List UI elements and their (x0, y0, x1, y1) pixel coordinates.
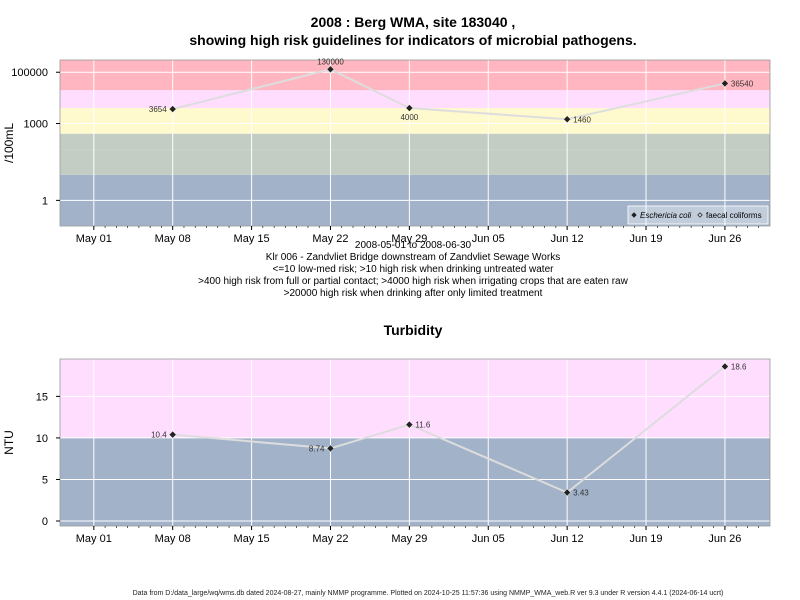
chart2-frame (59, 358, 771, 527)
chart2-data-label-3: 3.43 (573, 489, 589, 498)
chart2-x-axis: May 01 May 08 May 15 May 22 May 29 Jun 05 Jun … (76, 526, 760, 545)
chart1-ytick-label-0: 1 (42, 195, 48, 207)
chart1-legend: Eschericia coli faecal coliforms (627, 205, 769, 225)
chart2-point-2 (405, 420, 414, 429)
chart1-point-2 (405, 104, 414, 112)
caption-line-2: Klr 006 - Zandvliet Bridge downstream of… (266, 252, 560, 263)
chart1-data-label-2: 4000 (400, 113, 418, 122)
chart1-point-1 (326, 65, 335, 74)
chart2-ylabel: NTU (2, 430, 16, 455)
chart1-title-line1: 2008 : Berg WMA, site 183040 , (311, 14, 516, 30)
chart2-data-label-2: 11.6 (415, 421, 431, 430)
turbidity-chart: 0 5 10 15 May 01 May 08 May 15 May 22 May 29 Jun … (2, 358, 771, 545)
footer-note: Data from D:/data_large/wq/wms.db dated … (133, 590, 724, 597)
chart2-xtick-label-2: May 15 (234, 533, 270, 545)
caption-line-4: >400 high risk from full or partial cont… (198, 276, 628, 287)
chart1-point-4 (721, 79, 729, 88)
chart2-xtick-label-5: Jun 05 (472, 533, 505, 545)
chart1-band-4 (60, 90, 770, 109)
chart2-xtick-label-1: May 08 (155, 533, 191, 545)
chart1-xtick-label-6: Jun 12 (551, 233, 584, 245)
chart2-point-0 (168, 430, 177, 439)
chart1-data-label-4: 36540 (731, 79, 754, 88)
chart1-bands (60, 60, 770, 226)
chart1-legend-label-0: Eschericia coli (640, 211, 691, 220)
microbial-chart: 1 1000 100000 May 01 May 08 May 15 May 22 May 2… (2, 57, 771, 245)
chart1-xtick-label-1: May 08 (155, 233, 191, 245)
chart1-point-3 (563, 115, 571, 124)
chart2-bands (60, 359, 770, 526)
chart1-legend-label-1: faecal coliforms (706, 211, 762, 220)
chart1-ytick-label-2: 100000 (11, 67, 48, 79)
chart2-point-4 (721, 362, 729, 371)
chart2-ytick-label-0: 0 (42, 516, 48, 528)
chart1-band-3 (60, 108, 770, 134)
chart1-caption: 2008-05-01 to 2008-06-30 Klr 006 - Zandv… (198, 240, 628, 299)
chart1-ytick-label-1: 1000 (24, 118, 48, 130)
chart2-grid (60, 359, 770, 526)
chart2-y-axis: 0 5 10 15 (36, 391, 60, 528)
chart2-xtick-label-3: May 22 (312, 533, 348, 545)
chart1-legend-marker-1 (697, 212, 703, 218)
chart1-band-5 (60, 60, 770, 91)
chart2-series-0: 10.4 8.74 11.6 3.43 18.6 (151, 362, 747, 497)
chart1-data-label-1: 130000 (317, 57, 344, 66)
chart2-xtick-label-4: May 29 (391, 533, 427, 545)
chart1-title-line2: showing high risk guidelines for indicat… (189, 32, 636, 48)
chart1-ylabel: /100mL (2, 123, 16, 163)
chart1-x-axis: May 01 May 08 May 15 May 22 May 29 Jun 05 Jun … (76, 226, 760, 245)
chart2-ytick-label-2: 10 (36, 433, 48, 445)
chart1-y-axis: 1 1000 100000 (11, 67, 60, 207)
chart2-point-3 (563, 488, 571, 497)
chart1-xtick-label-5: Jun 05 (472, 233, 505, 245)
chart1-xtick-label-0: May 01 (76, 233, 112, 245)
chart1-title: 2008 : Berg WMA, site 183040 , showing h… (189, 14, 636, 48)
chart1-series-0: 3654 130000 4000 1460 36540 (149, 57, 754, 124)
chart1-legend-marker-0 (631, 212, 637, 218)
chart1-data-label-3: 1460 (573, 115, 591, 124)
chart2-data-label-0: 10.4 (151, 431, 167, 440)
chart2-title: Turbidity (384, 322, 443, 338)
chart2-ytick-label-1: 5 (42, 474, 48, 486)
chart1-frame (59, 59, 771, 227)
chart1-band-1 (60, 149, 770, 175)
chart2-point-1 (326, 444, 335, 453)
chart2-ytick-label-3: 15 (36, 391, 48, 403)
chart2-xtick-label-7: Jun 19 (630, 533, 663, 545)
caption-line-1: 2008-05-01 to 2008-06-30 (355, 240, 472, 251)
chart2-band-0 (60, 437, 770, 526)
caption-line-3: <=10 low-med risk; >10 high risk when dr… (273, 264, 555, 275)
chart1-xtick-label-7: Jun 19 (630, 233, 663, 245)
chart1-data-label-0: 3654 (149, 105, 167, 114)
caption-line-5: >20000 high risk when drinking after onl… (284, 288, 543, 299)
chart1-band-2 (60, 133, 770, 150)
chart2-data-label-1: 8.74 (309, 444, 325, 453)
chart1-xtick-label-2: May 15 (234, 233, 270, 245)
chart1-xtick-label-3: May 22 (312, 233, 348, 245)
chart1-xtick-label-8: Jun 26 (708, 233, 741, 245)
chart1-grid (60, 60, 770, 226)
chart1-xtick-label-4: May 29 (391, 233, 427, 245)
chart2-data-label-4: 18.6 (731, 362, 747, 371)
chart2-xtick-label-8: Jun 26 (708, 533, 741, 545)
chart2-xtick-label-6: Jun 12 (551, 533, 584, 545)
chart1-point-0 (168, 105, 177, 113)
chart2-xtick-label-0: May 01 (76, 533, 112, 545)
